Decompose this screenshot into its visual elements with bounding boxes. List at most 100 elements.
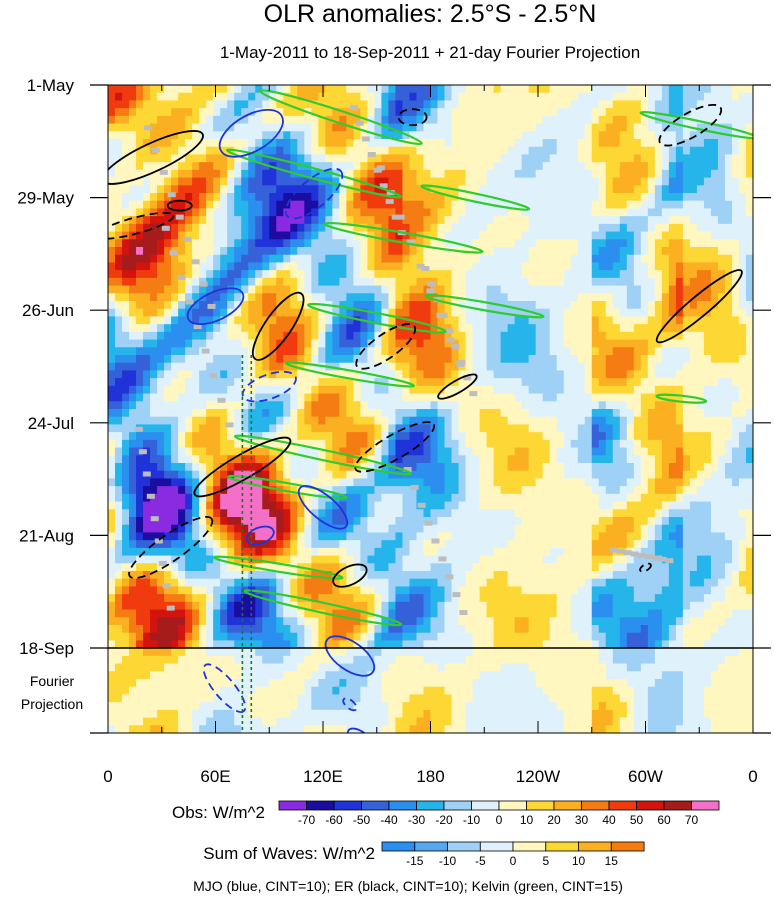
heatmap-cell bbox=[654, 316, 663, 325]
heatmap-cell bbox=[143, 308, 151, 318]
heatmap-cell bbox=[360, 216, 368, 225]
heatmap-cell bbox=[703, 208, 712, 217]
heatmap-cell bbox=[654, 100, 663, 109]
heatmap-cell bbox=[661, 208, 670, 217]
heatmap-cell bbox=[591, 393, 600, 402]
heatmap-cell bbox=[591, 331, 600, 341]
heatmap-cell bbox=[514, 92, 523, 102]
heatmap-cell bbox=[465, 92, 474, 102]
heatmap-cell bbox=[514, 355, 523, 364]
heatmap-cell bbox=[402, 254, 411, 264]
heatmap-cell bbox=[619, 478, 628, 487]
heatmap-cell bbox=[570, 378, 579, 387]
heatmap-cell bbox=[178, 331, 186, 341]
heatmap-cell bbox=[437, 409, 446, 418]
heatmap-cell bbox=[346, 331, 354, 341]
heatmap-cell bbox=[577, 301, 586, 310]
heatmap-cell bbox=[668, 108, 677, 117]
heatmap-cell bbox=[192, 339, 200, 348]
heatmap-cell bbox=[451, 115, 460, 125]
heatmap-cell bbox=[416, 115, 425, 125]
heatmap-cell bbox=[409, 169, 418, 179]
heatmap-cell bbox=[311, 123, 319, 132]
heatmap-cell bbox=[605, 447, 614, 456]
heatmap-cell bbox=[269, 385, 277, 395]
heatmap-cell bbox=[332, 378, 340, 387]
heatmap-cell bbox=[647, 277, 656, 287]
heatmap-cell bbox=[668, 378, 677, 387]
heatmap-cell bbox=[731, 331, 740, 341]
heatmap-cell bbox=[178, 432, 186, 441]
heatmap-cell bbox=[213, 123, 221, 132]
heatmap-cell bbox=[241, 123, 249, 132]
heatmap-cell bbox=[339, 293, 347, 302]
heatmap-cell bbox=[668, 470, 677, 480]
heatmap-cell bbox=[584, 470, 593, 480]
heatmap-cell bbox=[458, 470, 467, 480]
heatmap-cell bbox=[626, 478, 635, 487]
heatmap-cell bbox=[178, 200, 186, 210]
heatmap-cell bbox=[199, 270, 207, 279]
heatmap-cell bbox=[311, 416, 319, 426]
heatmap-cell bbox=[514, 416, 523, 426]
heatmap-cell bbox=[192, 223, 200, 233]
heatmap-cell bbox=[640, 254, 649, 264]
heatmap-cell bbox=[248, 293, 256, 302]
heatmap-cell bbox=[430, 432, 439, 441]
heatmap-cell bbox=[724, 493, 733, 503]
heatmap-cell bbox=[311, 154, 319, 163]
heatmap-cell bbox=[423, 239, 432, 248]
heatmap-cell bbox=[388, 470, 397, 480]
heatmap-cell bbox=[640, 331, 649, 341]
heatmap-cell bbox=[367, 177, 376, 186]
heatmap-cell bbox=[206, 100, 214, 109]
heatmap-cell bbox=[318, 463, 326, 472]
heatmap-cell bbox=[157, 223, 165, 233]
heatmap-cell bbox=[542, 324, 551, 333]
heatmap-cell bbox=[255, 416, 263, 426]
heatmap-cell bbox=[430, 247, 439, 256]
heatmap-cell bbox=[549, 216, 558, 225]
heatmap-cell bbox=[724, 385, 733, 395]
heatmap-cell bbox=[108, 416, 116, 426]
heatmap-cell bbox=[220, 439, 228, 449]
heatmap-cell bbox=[276, 355, 284, 364]
heatmap-cell bbox=[108, 239, 116, 248]
heatmap-cell bbox=[591, 216, 600, 225]
heatmap-cell bbox=[486, 362, 495, 372]
heatmap-cell bbox=[605, 385, 614, 395]
heatmap-cell bbox=[367, 262, 376, 271]
heatmap-cell bbox=[479, 362, 488, 372]
heatmap-cell bbox=[605, 355, 614, 364]
heatmap-cell bbox=[178, 385, 186, 395]
heatmap-cell bbox=[647, 378, 656, 387]
heatmap-cell bbox=[633, 193, 642, 202]
heatmap-cell bbox=[717, 362, 726, 372]
heatmap-cell bbox=[591, 254, 600, 264]
heatmap-cell bbox=[220, 254, 228, 264]
heatmap-cell bbox=[745, 177, 753, 186]
heatmap-cell bbox=[486, 409, 495, 418]
heatmap-cell bbox=[640, 123, 649, 132]
heatmap-cell bbox=[521, 493, 530, 503]
heatmap-cell bbox=[570, 293, 579, 302]
heatmap-cell bbox=[178, 154, 186, 163]
heatmap-cell bbox=[206, 316, 214, 325]
heatmap-cell bbox=[668, 277, 677, 287]
heatmap-cell bbox=[339, 401, 347, 410]
heatmap-cell bbox=[696, 347, 705, 356]
heatmap-cell bbox=[213, 146, 221, 156]
heatmap-cell bbox=[724, 409, 733, 418]
heatmap-cell bbox=[570, 247, 579, 256]
heatmap-cell bbox=[605, 455, 614, 464]
heatmap-cell bbox=[409, 455, 418, 464]
heatmap-cell bbox=[591, 185, 600, 194]
heatmap-cell bbox=[451, 347, 460, 356]
heatmap-cell bbox=[633, 254, 642, 264]
heatmap-cell bbox=[654, 185, 663, 194]
heatmap-cell bbox=[325, 416, 333, 426]
heatmap-cell bbox=[164, 486, 172, 495]
heatmap-cell bbox=[346, 447, 354, 456]
heatmap-cell bbox=[346, 92, 354, 102]
heatmap-cell bbox=[395, 216, 404, 225]
